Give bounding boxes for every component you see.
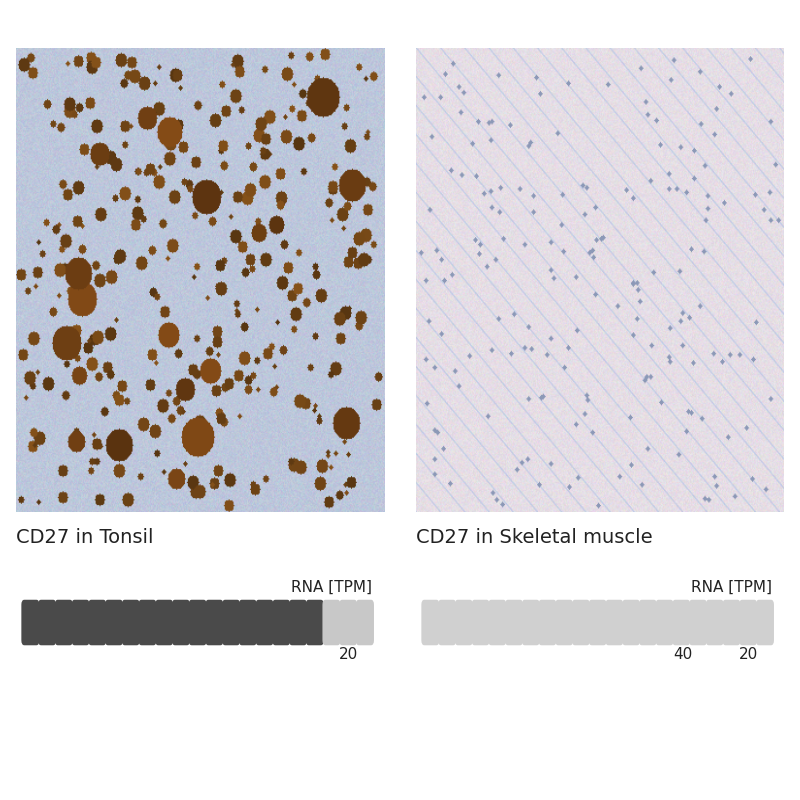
FancyBboxPatch shape [138,600,157,646]
FancyBboxPatch shape [239,600,257,646]
FancyBboxPatch shape [538,600,557,646]
FancyBboxPatch shape [55,600,73,646]
FancyBboxPatch shape [555,600,574,646]
FancyBboxPatch shape [255,600,274,646]
FancyBboxPatch shape [756,600,774,646]
Text: CD27 in Tonsil: CD27 in Tonsil [16,528,154,547]
FancyBboxPatch shape [306,600,324,646]
FancyBboxPatch shape [122,600,140,646]
FancyBboxPatch shape [38,600,56,646]
FancyBboxPatch shape [172,600,190,646]
FancyBboxPatch shape [22,600,39,646]
FancyBboxPatch shape [589,600,606,646]
FancyBboxPatch shape [189,600,206,646]
FancyBboxPatch shape [706,600,724,646]
FancyBboxPatch shape [422,600,439,646]
FancyBboxPatch shape [522,600,540,646]
FancyBboxPatch shape [655,600,674,646]
FancyBboxPatch shape [689,600,707,646]
FancyBboxPatch shape [639,600,657,646]
FancyBboxPatch shape [606,600,623,646]
Text: RNA [TPM]: RNA [TPM] [691,580,772,595]
FancyBboxPatch shape [356,600,374,646]
FancyBboxPatch shape [155,600,174,646]
FancyBboxPatch shape [672,600,690,646]
FancyBboxPatch shape [488,600,506,646]
FancyBboxPatch shape [206,600,223,646]
FancyBboxPatch shape [722,600,741,646]
FancyBboxPatch shape [622,600,640,646]
FancyBboxPatch shape [438,600,456,646]
FancyBboxPatch shape [471,600,490,646]
FancyBboxPatch shape [322,600,341,646]
Text: 40: 40 [673,647,692,662]
Text: RNA [TPM]: RNA [TPM] [291,580,372,595]
FancyBboxPatch shape [272,600,290,646]
FancyBboxPatch shape [455,600,473,646]
Text: 20: 20 [338,647,358,662]
FancyBboxPatch shape [339,600,358,646]
FancyBboxPatch shape [289,600,307,646]
FancyBboxPatch shape [105,600,123,646]
FancyBboxPatch shape [71,600,90,646]
Text: CD27 in Skeletal muscle: CD27 in Skeletal muscle [416,528,653,547]
FancyBboxPatch shape [88,600,106,646]
FancyBboxPatch shape [572,600,590,646]
FancyBboxPatch shape [505,600,523,646]
FancyBboxPatch shape [222,600,240,646]
FancyBboxPatch shape [739,600,758,646]
Text: 20: 20 [738,647,758,662]
